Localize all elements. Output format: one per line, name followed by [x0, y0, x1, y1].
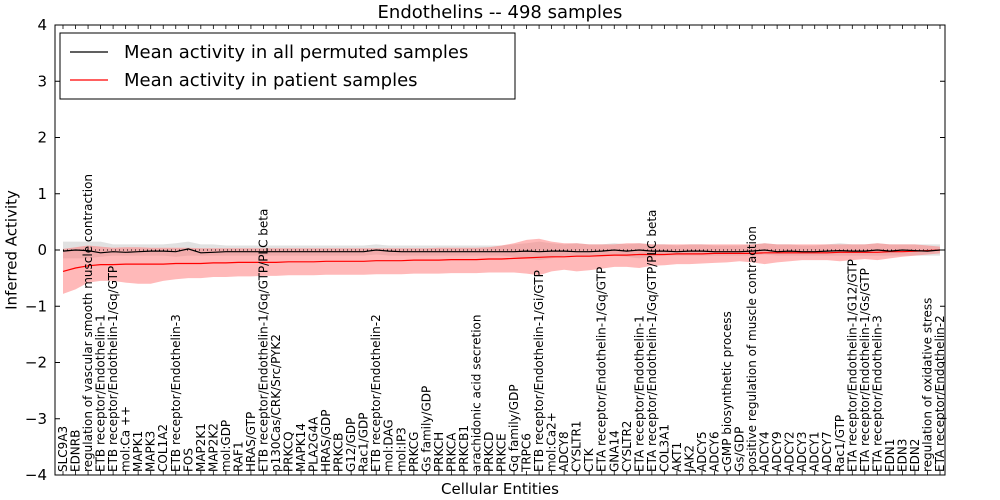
- y-tick-label: −1: [25, 297, 47, 315]
- x-category-label: ADCY5: [695, 431, 709, 472]
- x-category-label: ADCY2: [783, 431, 797, 472]
- x-category-label: Rac1/GTP: [833, 415, 847, 472]
- x-category-label: ETA receptor/Endothelin-1/G12/GTP: [845, 259, 859, 472]
- y-tick-label: −3: [25, 410, 47, 428]
- x-category-label: ETA receptor/Endothelin-1: [632, 315, 646, 472]
- x-category-label: Gq family/GDP: [507, 384, 521, 472]
- y-axis-label: Inferred Activity: [3, 190, 21, 310]
- x-category-label: Gs family/GDP: [419, 386, 433, 472]
- x-category-label: MAP2K1: [194, 423, 208, 472]
- x-category-label: ADCY8: [557, 431, 571, 472]
- x-category-label: JAK2: [682, 445, 696, 473]
- x-category-label: PRKCB1: [457, 425, 471, 472]
- x-category-label: PRKCQ: [282, 431, 296, 472]
- x-category-label: PRKCD: [482, 432, 496, 472]
- y-tick-label: 2: [37, 129, 47, 147]
- y-tick-label: 1: [37, 185, 47, 203]
- x-category-label: EDN2: [908, 439, 922, 472]
- x-category-label: CTK: [582, 447, 596, 472]
- x-category-label: cGMP biosynthetic process: [720, 311, 734, 472]
- legend-box: [59, 32, 516, 100]
- y-tick-label: −2: [25, 354, 47, 372]
- series-line-patient: [62, 249, 941, 272]
- x-category-label: ADCY9: [770, 431, 784, 472]
- x-axis-label: Cellular Entities: [441, 480, 559, 498]
- bands-layer: [63, 238, 940, 294]
- x-category-label: PRKCA: [444, 432, 458, 472]
- x-category-label: ADCY6: [707, 431, 721, 472]
- x-category-label: ETB receptor/Endothelin-1/Gq/GTP/PLC bet…: [256, 209, 270, 472]
- x-category-label: EDN1: [883, 439, 897, 472]
- x-category-label: COL1A2: [156, 424, 170, 472]
- x-category-label: AKT1: [670, 442, 684, 472]
- x-category-label: mol:DAG: [382, 419, 396, 472]
- x-category-label: COL3A1: [657, 424, 671, 472]
- x-category-label: mol:IP3: [394, 427, 408, 472]
- x-category-label: CYSLTR2: [620, 421, 634, 472]
- x-category-label: ETB receptor/Endothelin-3: [169, 314, 183, 472]
- legend-entry-label: Mean activity in all permuted samples: [124, 42, 468, 63]
- x-category-label: mol:Ca2+: [545, 412, 559, 472]
- y-tick-label: 0: [37, 241, 47, 259]
- lines-layer: [55, 248, 945, 272]
- x-category-label: positive regulation of muscle contractio…: [745, 226, 759, 472]
- x-category-label: PRKCG: [407, 432, 421, 472]
- x-category-label: GNA14: [607, 430, 621, 472]
- x-category-label: EDNRB: [69, 430, 83, 472]
- x-category-label: ADCY3: [795, 431, 809, 472]
- legend: Mean activity in all permuted samples Mea…: [59, 32, 516, 100]
- x-category-label: ADCY4: [758, 431, 772, 472]
- x-category-label: PLA2G4A: [307, 416, 321, 472]
- x-category-label: CYSLTR1: [570, 421, 584, 472]
- x-category-label: ETA receptor/Endothelin-1/Gq/GTP/PLC bet…: [645, 210, 659, 472]
- x-category-label: MAPK3: [144, 431, 158, 472]
- chart-title: Endothelins -- 498 samples: [378, 2, 623, 23]
- x-category-label: ETB receptor/Endothelin-1: [94, 314, 108, 472]
- x-category-label: PRKCB: [332, 433, 346, 472]
- x-category-label: ADCY7: [820, 431, 834, 472]
- x-category-label: MAPK14: [294, 423, 308, 472]
- series-line-permuted: [62, 248, 941, 254]
- x-category-label: SLC9A3: [56, 426, 70, 472]
- x-category-label: HRAS/GTP: [244, 412, 258, 472]
- x-category-label: ETB receptor/Endothelin-1/Gi/GTP: [532, 270, 546, 472]
- x-category-label: MAP2K2: [206, 423, 220, 472]
- x-category-label: regulation of oxidative stress: [920, 298, 934, 472]
- x-category-label: ETB receptor/Endothelin-1/Gq/GTP: [106, 266, 120, 472]
- x-category-label: ETA receptor/Endothelin-2: [933, 315, 947, 472]
- x-category-label: PRKCH: [432, 432, 446, 472]
- x-category-label: mol:GDP: [219, 420, 233, 472]
- y-axis: 4 3 2 1 0 −1 −2 −3 −4: [25, 16, 945, 484]
- x-category-label: Gs/GDP: [733, 427, 747, 472]
- x-category-label: arachidonic acid secretion: [469, 315, 483, 472]
- x-category-label: regulation of vascular smooth muscle con…: [81, 174, 95, 472]
- x-category-label: ETA receptor/Endothelin-3: [870, 315, 884, 472]
- x-category-label: MAPK1: [131, 431, 145, 472]
- x-category-label: ETA receptor/Endothelin-1/Gs/GTP: [858, 268, 872, 472]
- x-category-label: FOS: [181, 448, 195, 472]
- y-tick-label: −4: [25, 466, 47, 484]
- x-category-label: p130Cas/CRK/Src/PYK2: [269, 334, 283, 472]
- x-category-label: mol:Ca ++: [119, 406, 133, 472]
- y-tick-label: 4: [37, 16, 47, 34]
- x-category-label: PRKCE: [495, 433, 509, 472]
- y-tick-label: 3: [37, 72, 47, 90]
- series-band-patient: [63, 238, 940, 294]
- x-category-label: ADCY1: [808, 431, 822, 472]
- x-category-label: RAF1: [231, 441, 245, 472]
- x-category-label: G12/GDP: [344, 418, 358, 472]
- x-category-label: Rac1/GDP: [357, 413, 371, 472]
- x-category-label: TRPC6: [520, 433, 534, 473]
- x-category-label: EDN3: [895, 439, 909, 472]
- x-category-label: ETB receptor/Endothelin-2: [369, 314, 383, 472]
- legend-entry-label: Mean activity in patient samples: [124, 70, 418, 91]
- x-category-label: HRAS/GDP: [319, 409, 333, 472]
- x-category-label: ETA receptor/Endothelin-1/Gq/GTP: [595, 267, 609, 472]
